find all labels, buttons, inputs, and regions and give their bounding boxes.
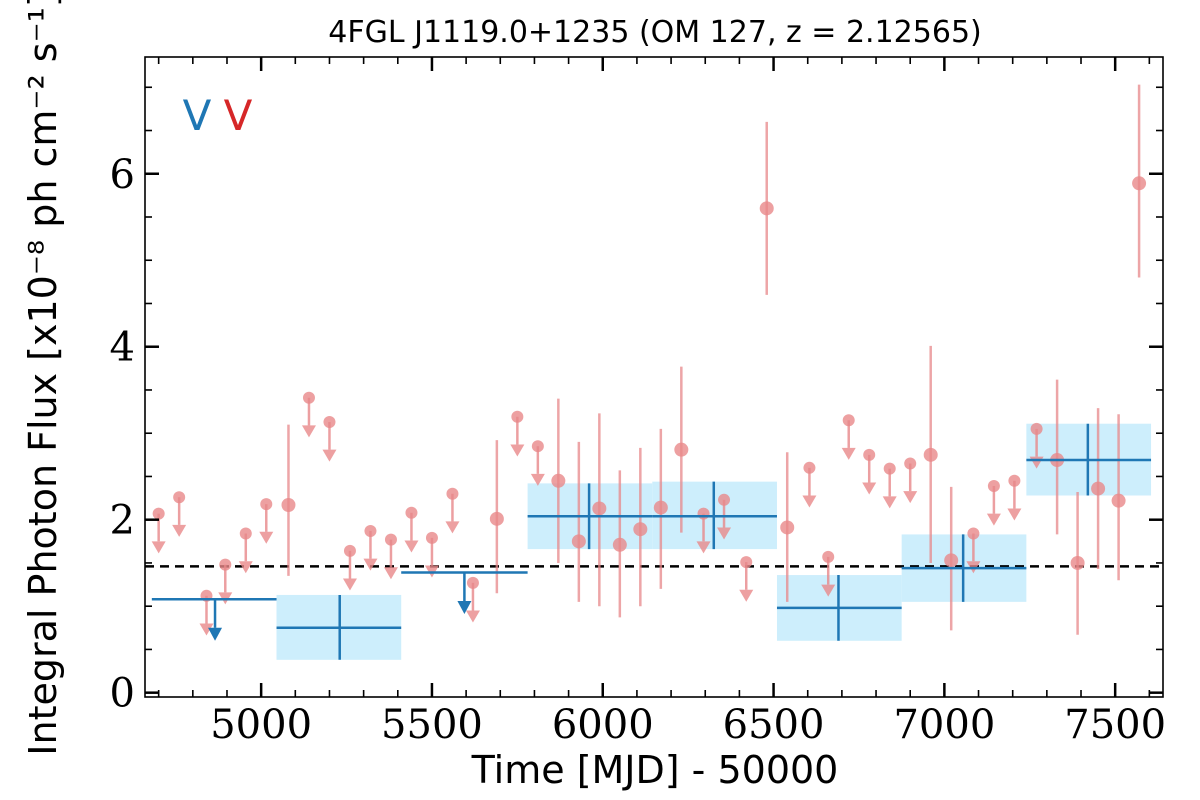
y-tick-label-2: 2 (110, 498, 135, 544)
y-tick-label-4: 4 (110, 325, 135, 371)
red-upper-limit-arrow-22 (841, 447, 856, 460)
red-upper-limit-arrow-27 (986, 513, 1001, 526)
x-axis-label: Time [MJD] - 50000 (471, 748, 839, 792)
red-point-3 (571, 534, 586, 549)
red-upper-limit-arrow-25 (903, 491, 918, 504)
red-upper-limit-arrow-28 (1007, 508, 1022, 521)
red-upper-limit-arrow-4 (238, 561, 253, 574)
y-tick-label-0: 0 (110, 671, 135, 717)
red-upper-limit-arrow-16 (530, 473, 545, 486)
red-point-8 (674, 442, 689, 457)
red-upper-limit-arrow-14 (465, 610, 480, 623)
plot-frame (144, 56, 1164, 698)
red-upper-limit-arrow-23 (862, 482, 877, 495)
x-tick-label-7500: 7500 (1064, 702, 1166, 748)
red-upper-limit-arrow-13 (445, 521, 460, 534)
x-tick-label-6000: 6000 (552, 702, 654, 748)
red-upper-limit-arrow-8 (342, 578, 357, 591)
red-point-9 (759, 201, 774, 216)
red-point-5 (612, 537, 627, 552)
red-point-11 (923, 447, 938, 462)
y-tick-label-6: 6 (110, 152, 135, 198)
red-point-16 (1111, 493, 1126, 508)
red-point-17 (1132, 176, 1147, 191)
red-upper-limit-arrow-0 (151, 541, 166, 554)
blue-upper-limit-arrow-0 (208, 627, 223, 641)
x-tick-label-7000: 7000 (893, 702, 995, 748)
red-upper-limit-arrow-11 (404, 540, 419, 553)
red-point-6 (633, 522, 648, 537)
legend-entry-0: V (183, 91, 212, 140)
red-point-15 (1091, 481, 1106, 496)
y-axis-label: Integral Photon Flux [x10⁻⁸ ph cm⁻² s⁻¹] (21, 0, 65, 756)
red-upper-limit-arrow-19 (739, 589, 754, 602)
red-upper-limit-arrow-7 (322, 449, 337, 462)
red-upper-limit-arrow-1 (172, 524, 187, 537)
red-upper-limit-arrow-17 (696, 541, 711, 554)
x-tick-label-6500: 6500 (723, 702, 825, 748)
red-upper-limit-arrow-5 (259, 531, 274, 544)
red-upper-limit-arrow-2 (199, 623, 214, 636)
red-upper-limit-arrow-15 (510, 444, 525, 457)
x-tick-label-5000: 5000 (210, 702, 312, 748)
red-upper-limit-arrow-9 (363, 558, 378, 571)
red-upper-limit-arrow-20 (802, 495, 817, 508)
red-point-7 (653, 500, 668, 515)
red-point-2 (551, 473, 566, 488)
red-upper-limit-arrow-6 (301, 425, 316, 438)
red-point-0 (281, 498, 296, 512)
red-upper-limit-arrow-21 (821, 584, 836, 597)
red-upper-limit-arrow-24 (882, 496, 897, 509)
plot-area: 5000 5500 6000 6500 7000 7500 0 2 4 6 (110, 56, 1166, 748)
red-point-4 (592, 501, 607, 516)
red-upper-limit-arrow-10 (383, 567, 398, 580)
red-point-10 (780, 520, 795, 535)
red-point-12 (944, 553, 959, 568)
x-tick-label-5500: 5500 (381, 702, 483, 748)
red-point-1 (489, 511, 504, 526)
red-upper-limit-arrow-18 (717, 527, 732, 540)
blue-upper-limit-arrow-1 (457, 601, 472, 614)
red-point-14 (1070, 555, 1085, 570)
legend-entry-1: V (224, 91, 253, 140)
chart-title: 4FGL J1119.0+1235 (OM 127, z = 2.12565) (328, 15, 981, 50)
